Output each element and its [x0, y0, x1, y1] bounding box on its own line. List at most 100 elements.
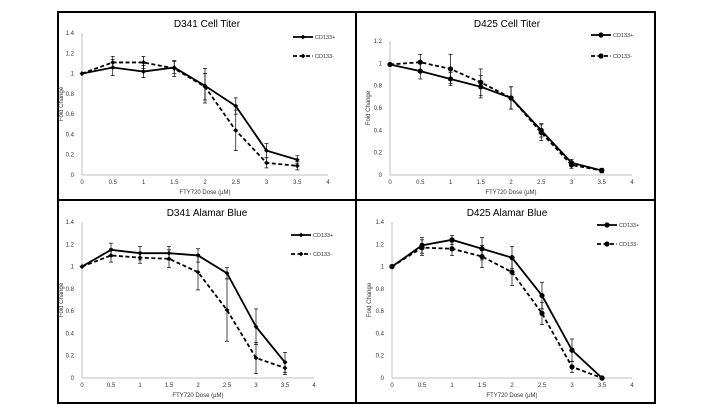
legend-label: CD133-: [313, 252, 332, 258]
y-tick-label: 0.2: [66, 153, 75, 159]
data-point: [599, 375, 605, 381]
legend-marker: [604, 241, 610, 247]
data-point: [449, 237, 455, 243]
legend-marker: [298, 232, 304, 238]
y-tick-label: 0.6: [376, 309, 385, 315]
y-axis-title: Fold Change: [367, 282, 373, 317]
legend-marker: [300, 34, 306, 40]
y-tick-label: 0.4: [66, 331, 75, 337]
legend-label: CD133+: [313, 233, 333, 239]
data-point: [387, 61, 393, 68]
legend-marker: [598, 53, 604, 59]
x-tick-label: 0.5: [416, 180, 425, 186]
y-tick-label: 1.2: [374, 39, 383, 45]
x-tick-label: 4: [630, 180, 634, 186]
x-tick-label: 4: [312, 383, 316, 389]
y-tick-label: 0.8: [374, 84, 383, 90]
data-point: [141, 69, 146, 74]
x-tick-label: 4: [630, 383, 634, 389]
y-tick-label: 1: [381, 265, 385, 271]
data-point: [171, 66, 177, 71]
x-tick-label: 0.5: [109, 180, 118, 186]
x-tick-label: 1.5: [165, 383, 174, 389]
legend-marker: [598, 32, 604, 38]
x-tick-label: 3.5: [598, 383, 607, 389]
y-tick-label: 0: [381, 376, 385, 382]
y-tick-label: 0.4: [374, 128, 383, 134]
data-point: [417, 59, 423, 65]
chart-panel-1: 0 0.5 1 1.5 2 2.5 3 3.5 4 0 0.2 0.4 0.6 0.8 1 1.2 1.4 D34…: [57, 11, 357, 201]
y-tick-label: 0.6: [66, 309, 75, 315]
data-point: [264, 160, 269, 166]
series-2: [79, 248, 288, 376]
data-point: [282, 365, 288, 371]
y-tick-label: 0: [71, 173, 75, 179]
series-line: [81, 66, 298, 161]
y-tick-label: 0.8: [66, 287, 75, 293]
series-line: [389, 63, 602, 172]
x-axis-title: FTY720 Dose (µM): [179, 190, 230, 196]
x-tick-label: 1: [450, 383, 454, 389]
y-tick-label: 0.6: [374, 106, 383, 112]
x-tick-label: 3: [254, 383, 258, 389]
x-tick-label: 3: [570, 383, 574, 389]
x-tick-label: 3: [570, 180, 574, 186]
y-tick-label: 0.4: [376, 331, 385, 337]
data-point: [569, 347, 575, 353]
x-tick-label: 1.5: [477, 180, 486, 186]
data-point: [599, 167, 605, 174]
series-line: [389, 61, 602, 172]
y-tick-label: 1: [71, 265, 75, 271]
data-point: [538, 129, 544, 136]
data-point: [539, 310, 545, 316]
x-tick-label: 0: [388, 180, 392, 186]
chart-title: D425 Alamar Blue: [467, 208, 548, 219]
data-point: [195, 269, 201, 275]
legend-label: CD133+: [613, 33, 633, 39]
x-axis-title: FTY720 Dose (µM): [486, 393, 537, 399]
panel-border: [57, 11, 357, 201]
x-axis-title: FTY720 Dose (µM): [172, 393, 223, 399]
y-tick-label: 0.2: [66, 354, 75, 360]
data-point: [79, 264, 85, 269]
y-tick-label: 0.6: [66, 112, 75, 118]
series-line: [81, 61, 298, 167]
y-axis-title: Fold Change: [59, 282, 65, 317]
x-tick-label: 2: [510, 383, 514, 389]
y-tick-label: 0: [379, 173, 383, 179]
data-point: [419, 245, 425, 251]
data-point: [478, 79, 484, 85]
x-tick-label: 1.5: [170, 180, 179, 186]
chart-panel-2: 0 0.5 1 1.5 2 2.5 3 3.5 4 0 0.2 0.4 0.6 0.8 1 1.2 D425 C…: [355, 11, 656, 201]
x-tick-label: 3.5: [293, 180, 302, 186]
data-point: [253, 324, 259, 330]
x-tick-label: 1: [142, 180, 146, 186]
data-point: [253, 355, 259, 361]
data-point: [137, 255, 143, 261]
legend-label: CD133-: [613, 54, 632, 60]
series-1: [387, 61, 605, 174]
x-tick-label: 0.5: [418, 383, 427, 389]
y-tick-label: 1.4: [66, 31, 75, 37]
x-tick-label: 2.5: [223, 383, 232, 389]
y-tick-label: 0.8: [376, 287, 385, 293]
series-1: [79, 59, 300, 165]
data-point: [233, 103, 239, 109]
y-tick-label: 1.2: [66, 242, 75, 248]
x-tick-label: 1.5: [478, 383, 487, 389]
x-tick-label: 2.5: [537, 180, 546, 186]
series-line: [81, 254, 286, 369]
x-tick-label: 0: [80, 180, 84, 186]
data-point: [110, 60, 116, 65]
series-1: [389, 235, 605, 381]
panel-border: [57, 199, 357, 404]
chart-panel-3: 0 0.5 1 1.5 2 2.5 3 3.5 4 0 0.2 0.4 0.6 0.8 1 1.2 1.4 D34…: [57, 199, 357, 404]
y-tick-label: 1.2: [66, 51, 75, 57]
x-tick-label: 3.5: [598, 180, 607, 186]
y-tick-label: 0: [71, 376, 75, 382]
series-2: [79, 55, 300, 171]
data-point: [79, 71, 85, 76]
y-axis-title: Fold Change: [366, 90, 372, 125]
x-tick-label: 0: [80, 383, 84, 389]
